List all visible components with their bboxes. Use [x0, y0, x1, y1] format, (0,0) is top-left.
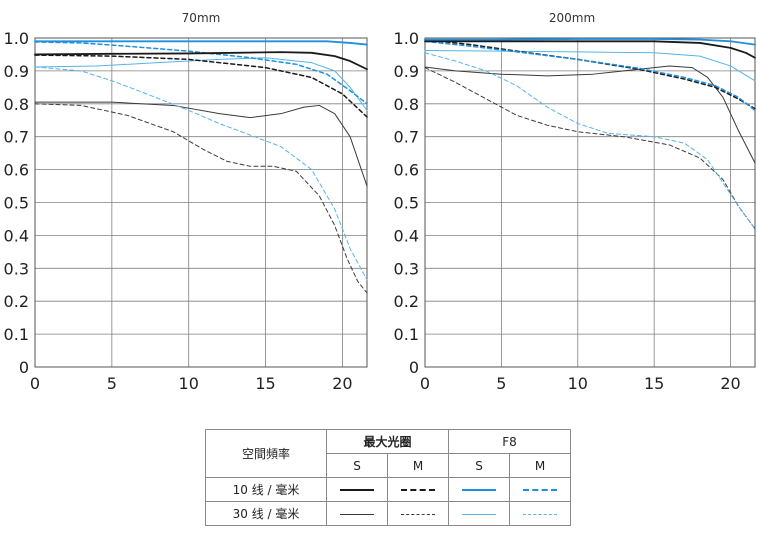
y-tick-label: 0.4	[4, 226, 29, 245]
y-tick-label: 0	[19, 358, 29, 377]
y-tick-label: 0.7	[4, 128, 29, 147]
series-line	[34, 40, 368, 46]
y-tick-label: 0.1	[394, 325, 419, 344]
x-tick-label: 15	[644, 374, 664, 393]
series-line	[34, 66, 368, 281]
plot-frame	[424, 37, 756, 368]
mtf-charts: 70mm 0 0.1 0.2 0.3 0.4 0.5 0.6 0.7 0.8 0.9 1.0 0 5 10 1…	[4, 11, 756, 393]
series-line	[34, 54, 368, 118]
series-line	[34, 41, 368, 105]
series-line	[424, 38, 756, 110]
y-tick-label: 0.9	[394, 62, 419, 81]
x-tick-label: 20	[332, 374, 352, 393]
x-tick-label: 10	[179, 374, 199, 393]
legend-sub-m: M	[387, 453, 449, 478]
y-tick-label: 0.3	[4, 259, 29, 278]
x-tick-label: 5	[107, 374, 117, 393]
y-tick-label: 0.5	[394, 194, 419, 213]
y-tick-label: 0.6	[394, 161, 419, 180]
x-tick-label: 0	[30, 374, 40, 393]
legend-row-header: 空間頻率	[205, 429, 327, 478]
legend-swatch-30-max-s	[326, 501, 388, 526]
x-tick-label: 20	[720, 374, 740, 393]
y-tick-label: 0.9	[4, 62, 29, 81]
y-tick-label: 1.0	[4, 29, 29, 48]
series-line	[424, 52, 756, 230]
series-line	[34, 101, 368, 187]
x-tick-label: 15	[255, 374, 275, 393]
y-tick-label: 0.1	[4, 325, 29, 344]
legend-sub-s: S	[326, 453, 388, 478]
x-tick-label: 0	[420, 374, 430, 393]
legend-row-10lpmm: 10 线 / 毫米	[205, 477, 327, 502]
legend-swatch-10-f8-s	[448, 477, 510, 502]
legend-swatch-30-f8-m	[509, 501, 571, 526]
plot-frame	[34, 37, 368, 368]
chart-title: 70mm	[182, 11, 221, 25]
y-tick-label: 0.3	[394, 259, 419, 278]
series-line	[424, 65, 756, 164]
y-tick-label: 0.4	[394, 226, 419, 245]
y-tick-label: 0.2	[394, 292, 419, 311]
series-line	[34, 51, 368, 71]
series-line	[34, 103, 368, 294]
legend-table: 空間頻率 最大光圈 F8 S M S M 10 线 / 毫米 30 线 / 毫米	[205, 429, 571, 526]
legend-sub-m: M	[509, 453, 571, 478]
series-line	[424, 40, 756, 59]
legend-swatch-10-max-s	[326, 477, 388, 502]
legend-row-30lpmm: 30 线 / 毫米	[205, 501, 327, 526]
legend-swatch-10-max-m	[387, 477, 449, 502]
x-tick-label: 5	[496, 374, 506, 393]
y-tick-label: 0.8	[4, 95, 29, 114]
y-tick-label: 0.2	[4, 292, 29, 311]
legend-swatch-30-f8-s	[448, 501, 510, 526]
series-line	[34, 57, 368, 111]
series-line	[424, 50, 756, 82]
legend-group-max-aperture: 最大光圈	[326, 429, 449, 454]
y-tick-label: 0.7	[394, 128, 419, 147]
legend-sub-s: S	[448, 453, 510, 478]
series-line	[424, 38, 756, 46]
legend-swatch-10-f8-m	[509, 477, 571, 502]
series-line	[424, 40, 756, 112]
y-tick-label: 1.0	[394, 29, 419, 48]
legend-group-f8: F8	[448, 429, 571, 454]
series-line	[424, 67, 756, 230]
y-tick-label: 0.5	[4, 194, 29, 213]
legend-swatch-30-max-m	[387, 501, 449, 526]
y-tick-label: 0.8	[394, 95, 419, 114]
x-tick-label: 10	[568, 374, 588, 393]
y-tick-label: 0	[409, 358, 419, 377]
chart-title: 200mm	[549, 11, 595, 25]
y-tick-label: 0.6	[4, 161, 29, 180]
